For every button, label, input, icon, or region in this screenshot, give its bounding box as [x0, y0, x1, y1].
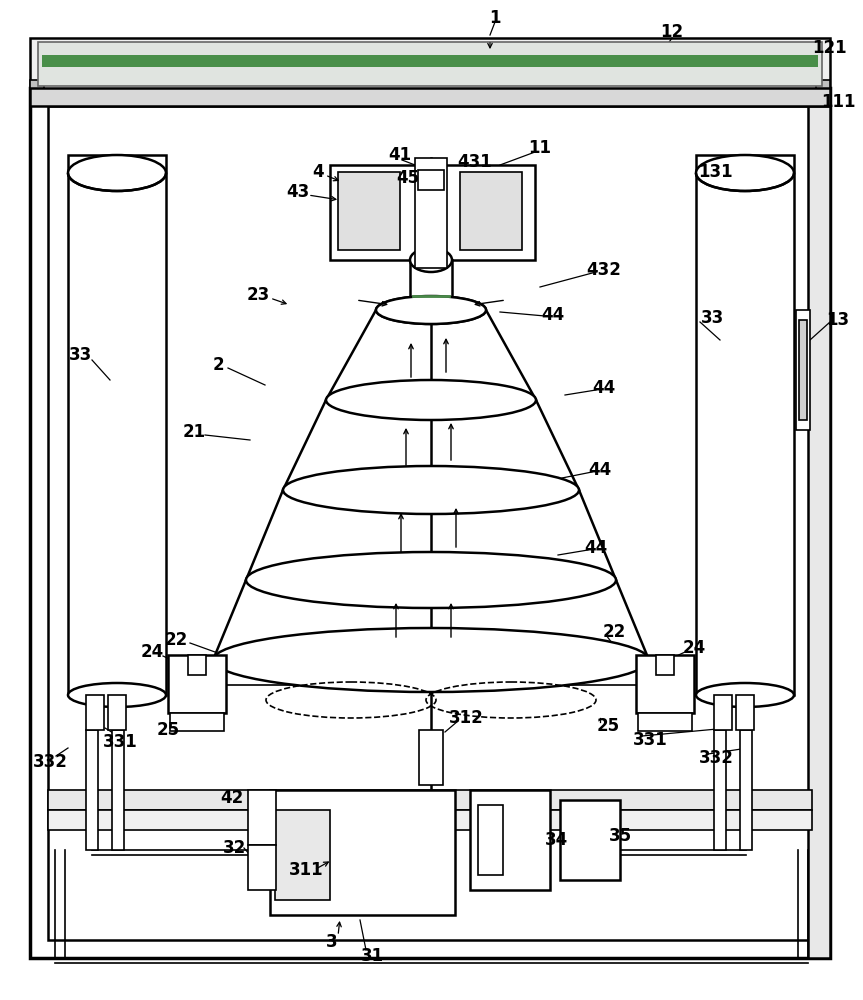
Text: 24: 24 [683, 639, 706, 657]
Text: 44: 44 [592, 379, 615, 397]
Bar [638, 713, 692, 731]
Ellipse shape [213, 628, 649, 692]
Text: 43: 43 [287, 183, 310, 201]
Text: 332: 332 [33, 753, 67, 771]
Bar [248, 790, 276, 845]
Bar [740, 730, 752, 850]
Bar [338, 172, 400, 250]
Text: 31: 31 [361, 947, 383, 965]
Text: 12: 12 [660, 23, 683, 41]
Text: 44: 44 [584, 539, 608, 557]
Bar [168, 655, 226, 713]
Bar [48, 810, 812, 830]
Bar [696, 155, 794, 695]
Text: 1: 1 [489, 9, 501, 27]
Bar [330, 165, 535, 260]
Bar [418, 170, 444, 190]
Bar [86, 695, 104, 730]
Text: 3: 3 [326, 933, 337, 951]
Ellipse shape [410, 248, 452, 272]
Bar [38, 42, 822, 86]
Bar [460, 172, 522, 250]
Bar [48, 790, 812, 810]
Bar [799, 320, 807, 420]
Bar [415, 158, 447, 268]
Bar [68, 155, 166, 695]
Text: 332: 332 [698, 749, 734, 767]
Text: 331: 331 [103, 733, 137, 751]
Bar [636, 655, 694, 713]
Bar [248, 845, 276, 890]
Bar [30, 80, 44, 90]
Text: 111: 111 [821, 93, 855, 111]
Bar [30, 88, 830, 958]
Text: 331: 331 [633, 731, 667, 749]
Bar [188, 655, 206, 675]
Text: 23: 23 [246, 286, 269, 304]
Bar [714, 695, 732, 730]
Bar [419, 730, 443, 785]
Bar [30, 88, 830, 106]
Text: 2: 2 [212, 356, 224, 374]
Text: 4: 4 [312, 163, 324, 181]
Text: 25: 25 [596, 717, 620, 735]
Text: 22: 22 [602, 623, 626, 641]
Bar [560, 800, 620, 880]
Text: 432: 432 [587, 261, 621, 279]
Bar [470, 790, 550, 890]
Bar [808, 106, 830, 958]
Bar [108, 695, 126, 730]
Ellipse shape [696, 155, 794, 191]
Ellipse shape [283, 466, 579, 514]
Ellipse shape [376, 296, 486, 324]
Bar [170, 713, 224, 731]
Bar [112, 730, 124, 850]
Bar [478, 805, 503, 875]
Bar [714, 730, 726, 850]
Bar [86, 730, 98, 850]
Text: 44: 44 [541, 306, 564, 324]
Text: 312: 312 [449, 709, 483, 727]
Bar [656, 655, 674, 675]
Text: 41: 41 [388, 146, 412, 164]
Text: 121: 121 [813, 39, 847, 57]
Ellipse shape [246, 552, 616, 608]
Ellipse shape [68, 683, 166, 707]
Text: 33: 33 [68, 346, 91, 364]
Text: 311: 311 [289, 861, 324, 879]
Bar [30, 38, 830, 90]
Bar [816, 80, 830, 90]
Text: 431: 431 [457, 153, 493, 171]
Text: 11: 11 [528, 139, 551, 157]
Text: 13: 13 [827, 311, 849, 329]
Ellipse shape [376, 296, 486, 324]
Bar [42, 55, 818, 67]
Bar [736, 695, 754, 730]
Text: 42: 42 [220, 789, 243, 807]
Text: 32: 32 [223, 839, 246, 857]
Text: 45: 45 [396, 169, 419, 187]
Text: 35: 35 [608, 827, 632, 845]
Text: 44: 44 [589, 461, 612, 479]
Text: 24: 24 [141, 643, 164, 661]
Bar [270, 790, 455, 915]
Bar [796, 310, 810, 430]
Ellipse shape [696, 683, 794, 707]
Ellipse shape [68, 155, 166, 191]
Text: 22: 22 [164, 631, 187, 649]
Bar [410, 260, 452, 310]
Text: 131: 131 [697, 163, 733, 181]
Ellipse shape [326, 380, 536, 420]
Text: 25: 25 [156, 721, 180, 739]
Text: 33: 33 [701, 309, 723, 327]
Text: 34: 34 [545, 831, 568, 849]
Bar [48, 106, 812, 940]
Text: 21: 21 [182, 423, 205, 441]
Bar [275, 810, 330, 900]
